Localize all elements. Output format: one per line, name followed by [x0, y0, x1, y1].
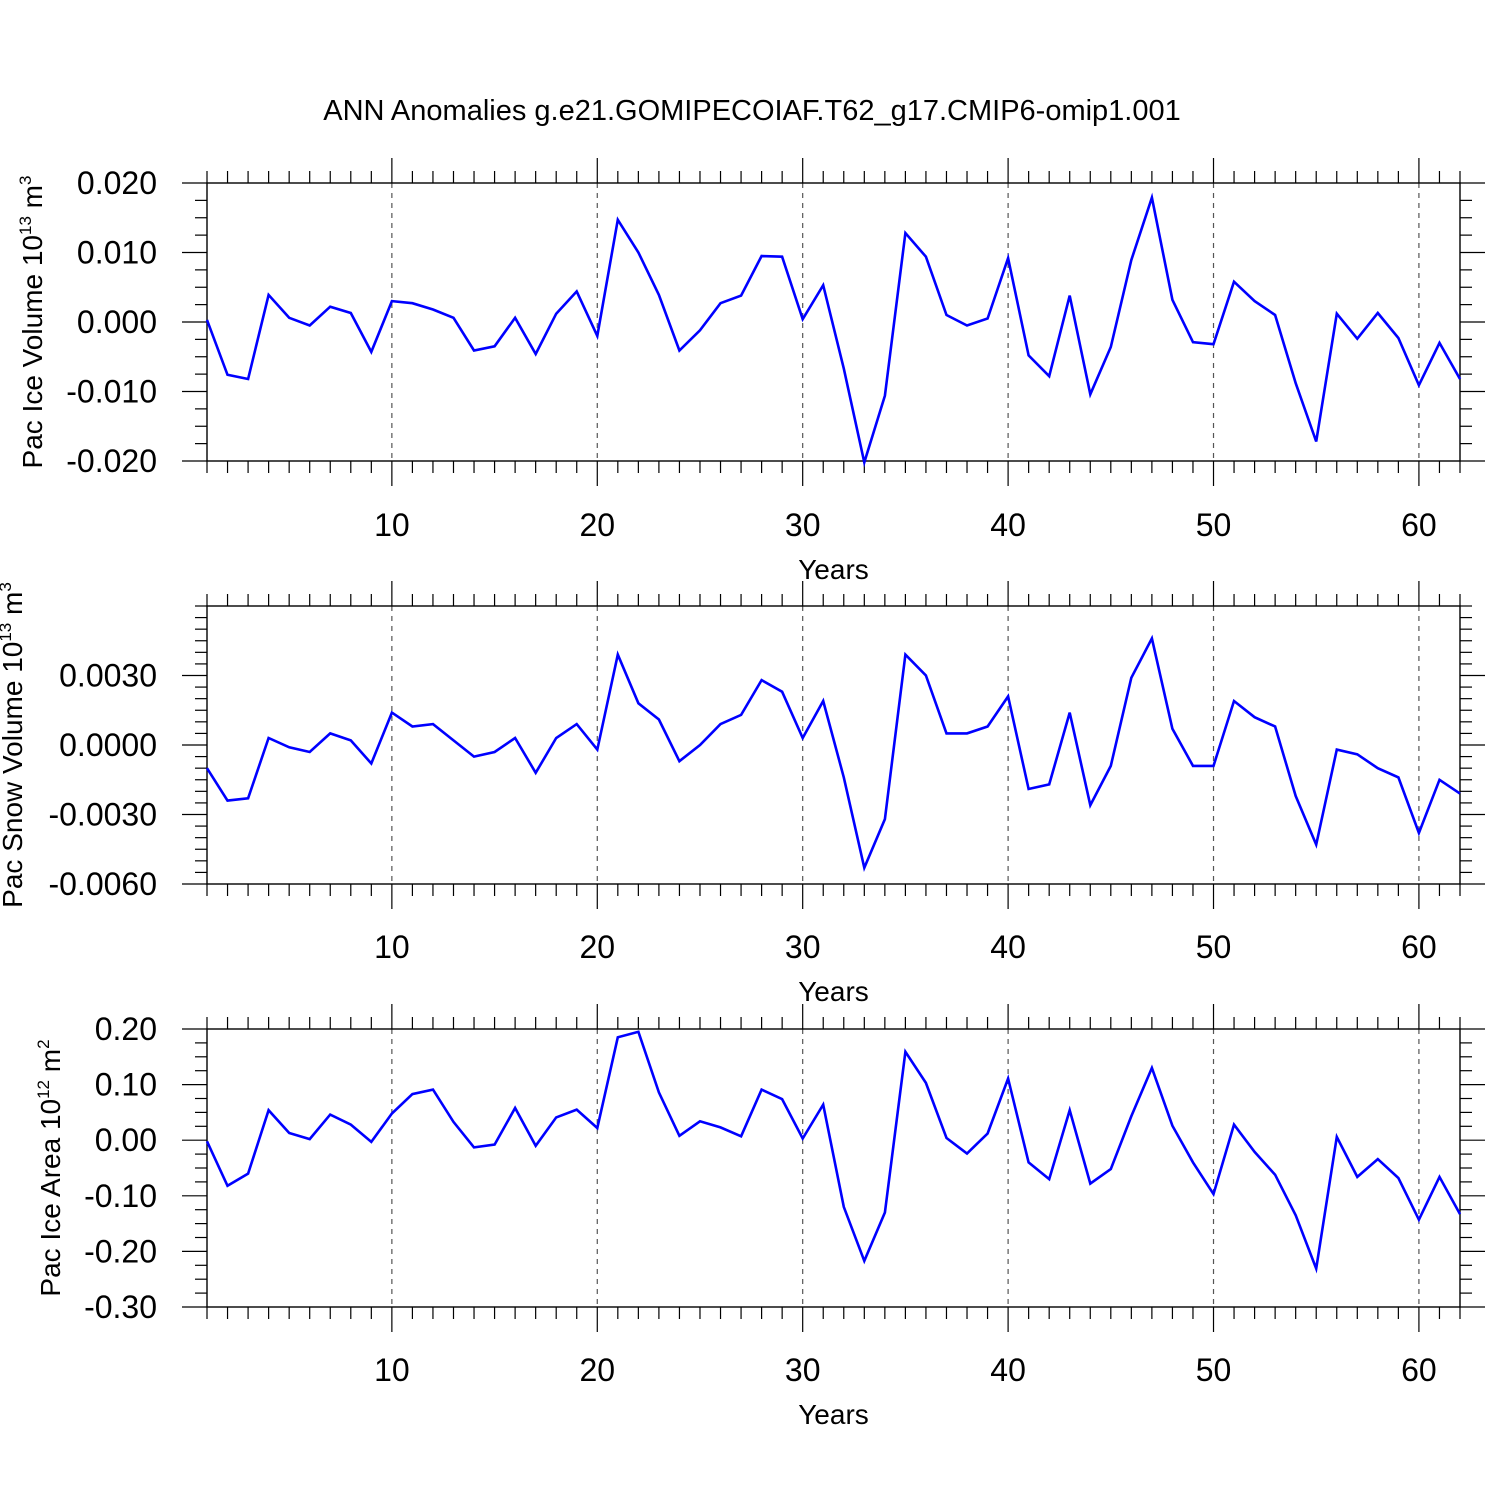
x-tick-label: 20 — [579, 1352, 615, 1388]
x-axis-label: Years — [798, 554, 869, 585]
x-axis-label: Years — [798, 1399, 869, 1430]
series-line-snow-volume — [205, 634, 1461, 873]
x-tick-label: 20 — [579, 507, 615, 543]
panel-ice-volume: -0.020 -0.010 0.000 0.010 0.020 10 20 30 40 50 60 Y… — [16, 158, 1485, 585]
x-tick-label: 30 — [785, 507, 821, 543]
x-tick-label: 10 — [374, 929, 410, 965]
y-tick-label: -0.20 — [84, 1233, 157, 1269]
x-tick-label: 40 — [990, 1352, 1026, 1388]
y-tick-label: -0.10 — [84, 1178, 157, 1214]
y-tick-label: 0.10 — [95, 1067, 157, 1103]
y-axis-label: Pac Snow Volume 1013 m3 — [0, 582, 28, 908]
x-tick-label: 50 — [1196, 1352, 1232, 1388]
x-tick-label: 50 — [1196, 929, 1232, 965]
panel-snow-volume: -0.0060 -0.0030 0.0000 0.0030 10 20 30 40 50 60 Ye… — [0, 581, 1485, 1007]
x-tick-label: 10 — [374, 1352, 410, 1388]
x-tick-label: 60 — [1401, 929, 1437, 965]
series-line-ice-area — [205, 1030, 1462, 1274]
y-tick-label: -0.010 — [66, 374, 157, 410]
y-tick-label: 0.0000 — [59, 727, 157, 763]
x-tick-label: 10 — [374, 507, 410, 543]
x-tick-label: 40 — [990, 929, 1026, 965]
y-tick-label: 0.0030 — [59, 658, 157, 694]
plot-frame — [206, 1028, 1461, 1308]
y-axis-label: Pac Ice Volume 1013 m3 — [16, 176, 48, 469]
y-axis-label: Pac Ice Area 1012 m2 — [34, 1039, 66, 1296]
y-tick-label: -0.020 — [66, 443, 157, 479]
y-tick-label: 0.020 — [77, 165, 157, 201]
x-tick-label: 60 — [1401, 1352, 1437, 1388]
x-tick-label: 60 — [1401, 507, 1437, 543]
y-tick-label: -0.0030 — [48, 797, 157, 833]
y-tick-label: -0.30 — [84, 1289, 157, 1325]
figure-title: ANN Anomalies g.e21.GOMIPECOIAF.T62_g17.… — [323, 95, 1181, 127]
plot-frame — [206, 605, 1461, 885]
x-axis-label: Years — [798, 976, 869, 1007]
x-tick-label: 20 — [579, 929, 615, 965]
y-tick-label: 0.00 — [95, 1122, 157, 1158]
series-line-ice-volume — [205, 192, 1462, 468]
y-tick-label: 0.000 — [77, 304, 157, 340]
x-tick-label: 30 — [785, 929, 821, 965]
y-tick-label: -0.0060 — [48, 866, 157, 902]
x-tick-label: 50 — [1196, 507, 1232, 543]
x-tick-label: 30 — [785, 1352, 821, 1388]
y-tick-label: 0.20 — [95, 1011, 157, 1047]
y-tick-label: 0.010 — [77, 235, 157, 271]
panel-ice-area: -0.30 -0.20 -0.10 0.00 0.10 0.20 10 20 30 40 50 60 Y… — [34, 1004, 1485, 1430]
x-tick-label: 40 — [990, 507, 1026, 543]
